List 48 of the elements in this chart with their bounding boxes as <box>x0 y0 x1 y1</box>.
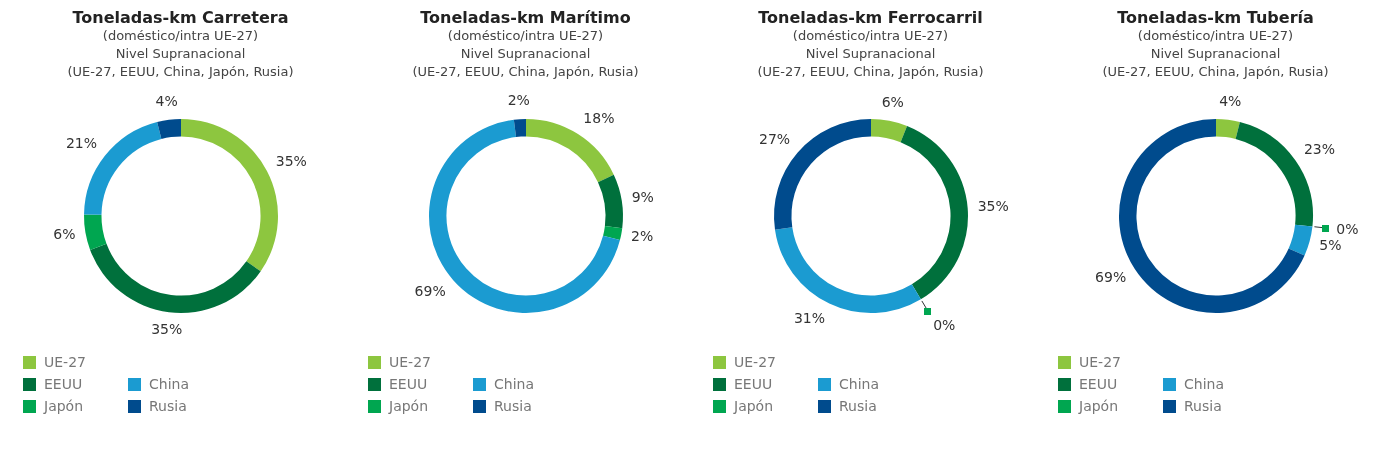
data-label: 18% <box>582 109 614 126</box>
legend-label: EEUU <box>389 376 428 392</box>
data-label: 21% <box>65 135 97 152</box>
data-label: 35% <box>977 197 1009 214</box>
text: 0% <box>1335 220 1358 237</box>
chart-title: Toneladas-km Tubería <box>1117 8 1314 27</box>
legend-label: EEUU <box>1079 376 1118 392</box>
chart-title: Toneladas-km Carretera <box>72 8 289 27</box>
legend-label: UE-27 <box>389 354 431 370</box>
data-label: 69% <box>414 282 446 299</box>
legend-label: EEUU <box>734 376 773 392</box>
chart-subtitle: (doméstico/intra UE-27) Nivel Supranacional (UE-27, EEUU, China, Japón, Rusia) <box>1102 27 1329 81</box>
data-label: 27% <box>758 131 790 148</box>
legend-label: China <box>494 376 534 392</box>
text: 0% <box>932 317 955 334</box>
data-label: 6% <box>52 226 76 243</box>
data-label: 4% <box>1218 92 1241 109</box>
legend-label: Rusia <box>494 398 532 414</box>
legend-label: Japón <box>734 398 774 414</box>
chart-subtitle: (doméstico/intra UE-27) Nivel Supranacional (UE-27, EEUU, China, Japón, Rusia) <box>412 27 639 81</box>
legend-label: China <box>1184 376 1224 392</box>
legend-label: UE-27 <box>734 354 776 370</box>
legend-label: Rusia <box>839 398 877 414</box>
data-label: 4% <box>155 92 178 109</box>
data-label: 2% <box>507 91 530 108</box>
legend-label: UE-27 <box>1079 354 1121 370</box>
legend-label: Japón <box>44 398 84 414</box>
legend-label: Rusia <box>1184 398 1222 414</box>
data-label: 31% <box>793 310 825 327</box>
chart-title: Toneladas-km Marítimo <box>420 8 631 27</box>
legend-label: UE-27 <box>44 354 86 370</box>
legend-label: Rusia <box>149 398 187 414</box>
data-label: 23% <box>1303 141 1335 158</box>
chart-subtitle: (doméstico/intra UE-27) Nivel Supranacional (UE-27, EEUU, China, Japón, Rusia) <box>757 27 984 81</box>
data-label: 6% <box>881 93 904 110</box>
data-label: 5% <box>1318 236 1341 253</box>
data-label: 35% <box>275 153 307 170</box>
legend-label: China <box>149 376 189 392</box>
data-label: 9% <box>631 188 654 205</box>
legend-label: China <box>839 376 879 392</box>
data-label: 69% <box>1094 269 1126 286</box>
legend-label: EEUU <box>44 376 83 392</box>
data-label: 2% <box>630 228 653 245</box>
chart-title: Toneladas-km Ferrocarril <box>758 8 983 27</box>
data-label: 35% <box>150 320 182 337</box>
legend-label: Japón <box>389 398 429 414</box>
legend-label: Japón <box>1079 398 1119 414</box>
chart-subtitle: (doméstico/intra UE-27) Nivel Supranacional (UE-27, EEUU, China, Japón, Rusia) <box>67 27 294 81</box>
